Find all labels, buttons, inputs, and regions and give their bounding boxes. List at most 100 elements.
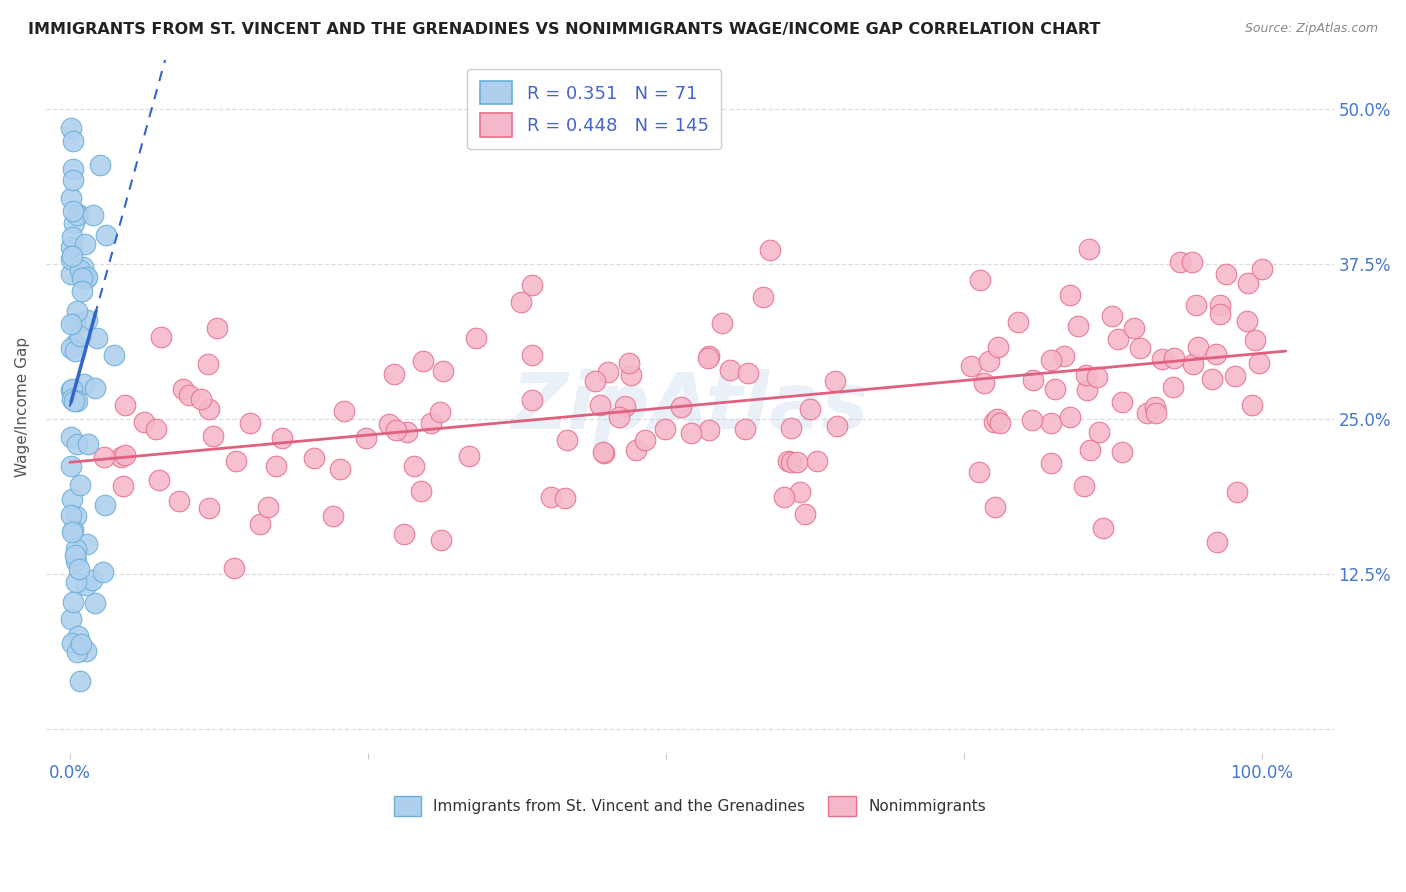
Text: IMMIGRANTS FROM ST. VINCENT AND THE GRENADINES VS NONIMMIGRANTS WAGE/INCOME GAP : IMMIGRANTS FROM ST. VINCENT AND THE GREN…: [28, 22, 1101, 37]
Point: [76, 269, 98, 284]
Point: [63, 394, 86, 409]
Point: [1040, 456, 1063, 470]
Point: [94, 228, 117, 243]
Point: [967, 465, 990, 479]
Point: [1078, 442, 1101, 457]
Point: [697, 423, 720, 437]
Point: [60, 508, 83, 522]
Point: [60, 121, 83, 136]
Point: [91, 566, 114, 580]
Point: [794, 507, 817, 521]
Point: [786, 455, 808, 469]
Point: [70, 271, 93, 285]
Point: [1225, 369, 1247, 384]
Point: [1022, 373, 1045, 387]
Point: [382, 367, 405, 381]
Point: [63, 343, 86, 358]
Point: [75, 270, 97, 285]
Point: [607, 410, 630, 425]
Point: [76, 537, 98, 551]
Point: [302, 450, 325, 465]
Point: [1209, 298, 1232, 312]
Point: [1076, 368, 1098, 383]
Point: [773, 491, 796, 505]
Point: [520, 392, 543, 407]
Point: [63, 316, 86, 330]
Point: [239, 417, 262, 431]
Point: [557, 433, 579, 447]
Point: [697, 349, 720, 363]
Point: [1215, 267, 1237, 281]
Point: [1077, 242, 1099, 256]
Point: [60, 317, 83, 331]
Point: [734, 422, 756, 436]
Point: [63, 216, 86, 230]
Point: [60, 191, 83, 205]
Point: [62, 162, 84, 177]
Point: [1059, 288, 1081, 302]
Point: [75, 644, 97, 658]
Point: [60, 392, 83, 407]
Point: [114, 398, 136, 412]
Point: [70, 637, 93, 651]
Point: [76, 313, 98, 327]
Point: [256, 500, 278, 514]
Point: [1085, 370, 1108, 384]
Point: [114, 448, 136, 462]
Point: [681, 425, 703, 440]
Point: [1247, 356, 1270, 370]
Point: [66, 209, 89, 223]
Point: [69, 674, 91, 689]
Point: [1201, 372, 1223, 386]
Point: [111, 479, 134, 493]
Point: [1250, 261, 1272, 276]
Point: [509, 294, 531, 309]
Point: [149, 330, 172, 344]
Point: [66, 207, 89, 221]
Point: [404, 459, 426, 474]
Point: [394, 526, 416, 541]
Point: [60, 382, 83, 396]
Point: [395, 425, 418, 439]
Point: [62, 203, 84, 218]
Point: [62, 523, 84, 537]
Point: [1122, 321, 1144, 335]
Point: [65, 575, 87, 590]
Point: [80, 573, 103, 587]
Point: [270, 431, 292, 445]
Point: [65, 548, 87, 562]
Point: [89, 158, 111, 172]
Point: [1007, 315, 1029, 329]
Point: [806, 454, 828, 468]
Point: [62, 134, 84, 148]
Point: [66, 393, 89, 408]
Point: [825, 419, 848, 434]
Point: [65, 554, 87, 568]
Point: [420, 417, 443, 431]
Point: [1161, 380, 1184, 394]
Point: [1181, 255, 1204, 269]
Point: [654, 422, 676, 436]
Point: [969, 273, 991, 287]
Point: [66, 629, 89, 643]
Point: [752, 290, 775, 304]
Point: [66, 645, 89, 659]
Point: [75, 237, 97, 252]
Point: [322, 508, 344, 523]
Point: [432, 364, 454, 378]
Point: [60, 612, 83, 626]
Point: [60, 636, 83, 650]
Y-axis label: Wage/Income Gap: Wage/Income Gap: [15, 336, 30, 476]
Point: [93, 498, 115, 512]
Point: [624, 442, 647, 457]
Point: [333, 404, 356, 418]
Point: [710, 316, 733, 330]
Point: [1236, 314, 1258, 328]
Point: [93, 450, 115, 465]
Point: [977, 353, 1000, 368]
Point: [82, 208, 104, 222]
Point: [62, 595, 84, 609]
Point: [737, 366, 759, 380]
Point: [458, 449, 481, 463]
Point: [177, 387, 200, 401]
